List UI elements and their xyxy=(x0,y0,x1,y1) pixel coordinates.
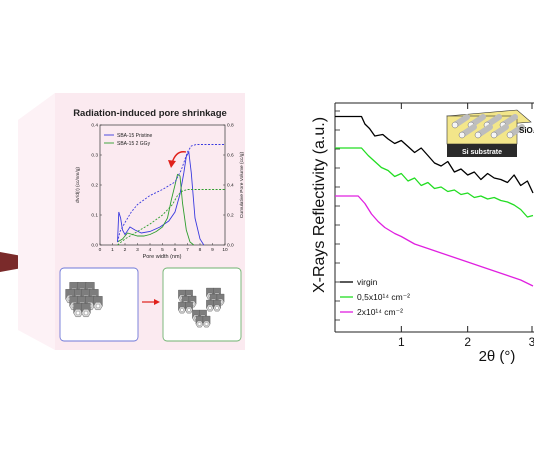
inset-rod-end xyxy=(458,131,466,139)
pore-chart-series xyxy=(117,144,225,246)
refl-series-line xyxy=(335,195,534,287)
pore-x-tick-label: 8 xyxy=(199,247,202,253)
pore-size-chart: 0 1 2 3 4 5 6 7 8 9 100.00.10.20.30.40.00.20.40.60… xyxy=(75,123,245,260)
substrate-block xyxy=(447,144,517,157)
pore-ylabel: dV/d(r) (cc/nm/g) xyxy=(75,167,81,203)
pore-x-tick-label: 5 xyxy=(161,247,164,253)
shrink-arrow-head xyxy=(168,160,176,168)
pore-channel xyxy=(215,306,219,310)
legend-low-dose-label: 0,5x10¹⁴ cm⁻² xyxy=(357,292,410,302)
pore-y-tick-label: 0.2 xyxy=(91,183,98,189)
refl-x-tick-label: 3 xyxy=(529,335,534,349)
refl-xlabel: 2θ (°) xyxy=(479,348,516,365)
pore-y-tick-label: 0.1 xyxy=(91,213,98,219)
pore-y-tick-label: 0.0 xyxy=(91,243,98,249)
pore-x-tick-label: 6 xyxy=(174,247,177,253)
legend-high-dose-label: 2x10¹⁴ cm⁻² xyxy=(357,307,403,317)
pore-x-tick-label: 1 xyxy=(111,247,114,253)
pore-channel xyxy=(95,303,101,309)
pore-x-tick-label: 0 xyxy=(99,247,102,253)
pore-y2-tick-label: 0.4 xyxy=(227,183,234,189)
sio2-label: SiO₂ xyxy=(519,126,534,135)
pore-y2-tick-label: 0.6 xyxy=(227,153,234,159)
inset-pore-rods xyxy=(451,114,525,139)
pore-y-tick-label: 0.4 xyxy=(91,123,98,129)
pore-chart-ticks: 0 1 2 3 4 5 6 7 8 9 100.00.10.20.30.40.00.20.40.60… xyxy=(91,123,234,253)
inset-rod-end xyxy=(474,131,482,139)
shrunk-pores-box xyxy=(162,267,242,342)
pore-x-tick-label: 3 xyxy=(136,247,139,253)
pristine-rod-bundle xyxy=(65,282,103,318)
pink-panel-fade xyxy=(18,93,55,350)
refl-series-line xyxy=(335,115,534,194)
pore-channel xyxy=(83,310,89,316)
pore-channel xyxy=(197,322,202,326)
legend-irradiated-label: SBA-15 2 GGy xyxy=(117,141,151,147)
pore-series-line xyxy=(117,173,195,246)
refl-series xyxy=(335,115,534,287)
inset-rod-end xyxy=(506,131,514,139)
pore-channel xyxy=(208,306,212,310)
pore-y2label: Cumulative Pore Volume (cc/g) xyxy=(239,152,245,219)
pore-channel xyxy=(75,310,81,316)
pore-series-line xyxy=(117,189,225,246)
pore-channel xyxy=(180,308,184,312)
pore-x-tick-label: 10 xyxy=(222,247,228,253)
pore-x-tick-label: 4 xyxy=(149,247,152,253)
pore-y-tick-label: 0.3 xyxy=(91,153,98,159)
pore-channel xyxy=(187,308,191,312)
pore-y2-tick-label: 0.2 xyxy=(227,213,234,219)
legend-virgin-label: virgin xyxy=(357,277,378,287)
refl-series-line xyxy=(335,147,534,218)
inset-rod-end xyxy=(451,121,459,129)
refl-x-tick-label: 2 xyxy=(464,335,471,349)
legend-pristine-label: SBA-15 Pristine xyxy=(117,133,153,139)
pore-x-tick-label: 2 xyxy=(124,247,127,253)
refl-ticks: 1 2 3 xyxy=(335,103,534,349)
pore-channel xyxy=(204,322,209,326)
shrunk-rod-bundle xyxy=(178,287,225,328)
reflectivity-chart: 1 2 3 X-Rays Reflectivity (a.u.) 2θ (°) vi… xyxy=(311,102,534,365)
refl-x-tick-label: 1 xyxy=(398,335,405,349)
substrate-label: Si substrate xyxy=(462,149,502,156)
pore-x-tick-label: 7 xyxy=(186,247,189,253)
transform-arrow-head xyxy=(154,299,160,305)
pore-series-line xyxy=(117,144,225,243)
inset-rod-end xyxy=(490,131,498,139)
pore-x-tick-label: 9 xyxy=(211,247,214,253)
pore-y2-tick-label: 0.0 xyxy=(227,243,234,249)
refl-ylabel: X-Rays Reflectivity (a.u.) xyxy=(311,117,328,293)
pore-shrinkage-title: Radiation-induced pore shrinkage xyxy=(73,108,227,119)
film-schematic-inset: Si substrate SiO₂ xyxy=(446,109,534,157)
pore-xlabel: Pore width (nm) xyxy=(143,254,182,260)
pore-y2-tick-label: 0.8 xyxy=(227,123,234,129)
